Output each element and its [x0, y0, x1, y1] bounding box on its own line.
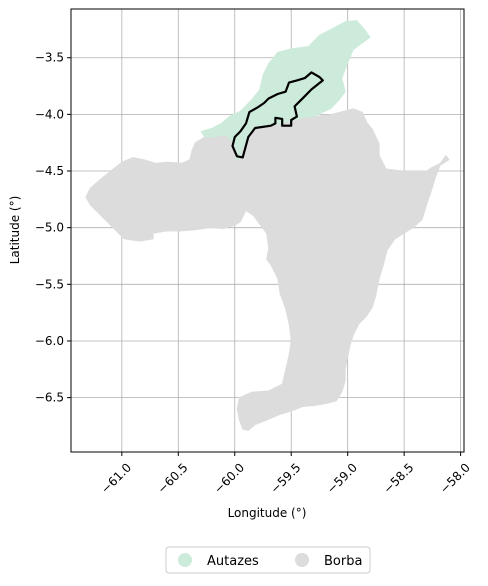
x-ticks: −61.0 −60.5 −60.0 −59.5 −59.0 −58.5 −58.0: [98, 452, 473, 496]
y-tick-label-0: −3.5: [35, 51, 64, 65]
x-tick-label-6: −58.0: [437, 460, 473, 496]
plot-frame: [70, 8, 465, 453]
outline-layer: [231, 71, 324, 159]
y-ticks: −3.5 −4.0 −4.5 −5.0 −5.5 −6.0 −6.5: [35, 51, 71, 405]
y-axis-label: Latitude (°): [8, 196, 22, 265]
y-tick-label-1: −4.0: [35, 107, 64, 121]
legend: Autazes Borba: [165, 546, 371, 574]
y-tick-label-3: −5.0: [35, 221, 64, 235]
y-tick-label-6: −6.5: [35, 391, 64, 405]
legend-label-borba: Borba: [324, 554, 362, 569]
region-borba-1: [85, 149, 247, 242]
region-borba-0: [191, 108, 450, 431]
legend-frame: [165, 546, 371, 574]
x-tick-label-0: −61.0: [98, 460, 134, 496]
x-tick-label-3: −59.5: [268, 460, 304, 496]
y-tick-label-4: −5.5: [35, 277, 64, 291]
x-tick-label-1: −60.5: [155, 460, 191, 496]
x-axis-label: Longitude (°): [228, 506, 307, 520]
x-tick-label-4: −59.0: [324, 460, 360, 496]
highlight-outline: [231, 71, 324, 159]
y-tick-label-5: −6.0: [35, 334, 64, 348]
legend-marker-borba: [295, 553, 309, 567]
x-tick-label-2: −60.0: [211, 460, 247, 496]
map-regions: [85, 19, 450, 431]
y-tick-label-2: −4.5: [35, 164, 64, 178]
x-tick-label-5: −58.5: [381, 460, 417, 496]
legend-marker-autazes: [178, 553, 192, 567]
legend-label-autazes: Autazes: [207, 554, 259, 569]
